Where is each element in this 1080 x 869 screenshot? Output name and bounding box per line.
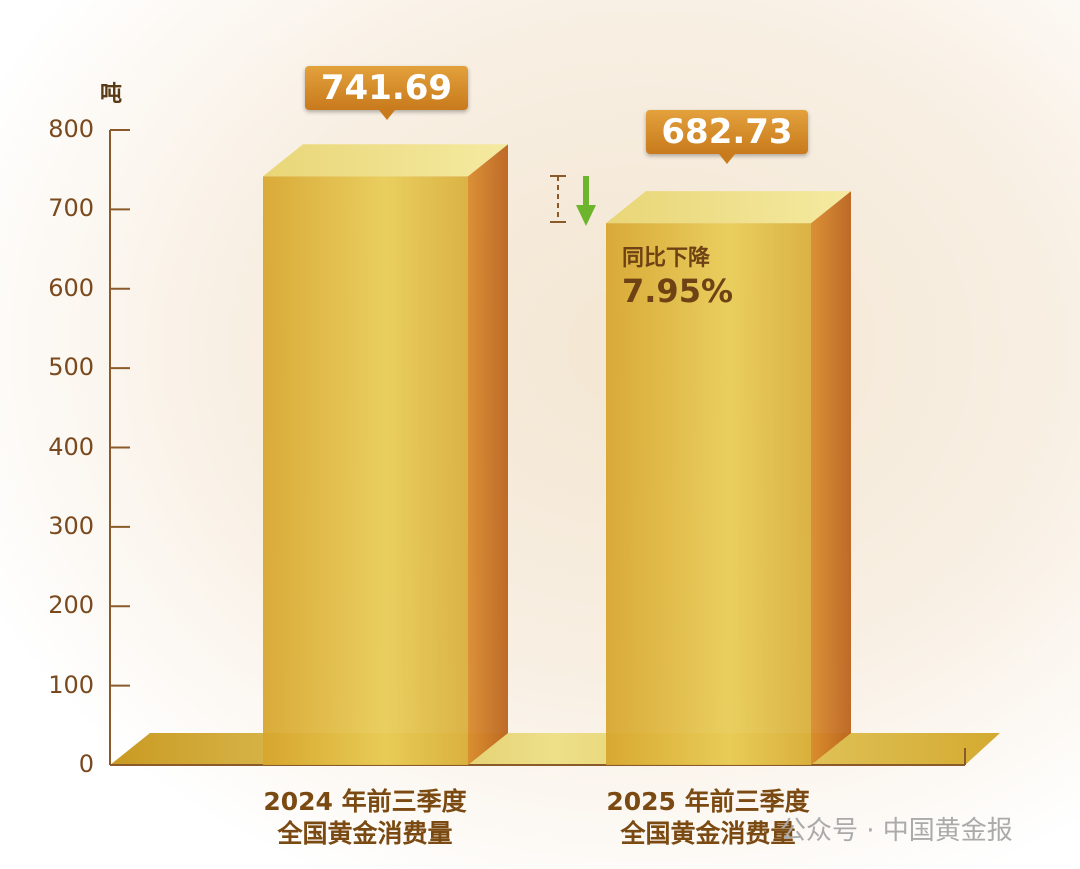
y-tick-label: 500 (48, 353, 94, 382)
value-label-2025: 682.73 (646, 110, 808, 164)
category-line: 2025 年前三季度 (606, 787, 810, 816)
bar-front (606, 223, 811, 765)
yoy-value: 7.95% (622, 272, 734, 310)
bar-side (811, 191, 851, 765)
bar-0 (263, 144, 508, 765)
y-tick-label: 300 (48, 511, 94, 540)
y-tick-label: 0 (78, 750, 94, 778)
category-line: 2024 年前三季度 (263, 787, 467, 816)
yoy-label: 同比下降 (622, 246, 711, 271)
y-axis-unit: 吨 (100, 82, 123, 107)
y-tick-label: 100 (48, 670, 94, 699)
value-label-2024: 741.69 (305, 66, 468, 120)
bar-top (606, 191, 851, 224)
y-tick-label: 800 (48, 115, 94, 143)
down-arrow-icon (576, 176, 596, 226)
y-tick-label: 400 (48, 432, 94, 461)
category-label-2025: 2025 年前三季度 全国黄金消费量 (558, 786, 858, 850)
yoy-annotation: 同比下降 7.95% (622, 240, 733, 310)
floor (110, 733, 1000, 765)
bar-side (468, 144, 508, 765)
bar-front (263, 176, 468, 765)
decrease-marker (550, 175, 566, 223)
bar-top (263, 144, 508, 177)
category-line: 全国黄金消费量 (277, 819, 453, 848)
y-tick-label: 600 (48, 273, 94, 302)
category-line: 全国黄金消费量 (620, 819, 796, 848)
watermark: 公众号 · 中国黄金报 (780, 816, 1013, 846)
y-tick-label: 200 (48, 591, 94, 620)
y-tick-label: 700 (48, 194, 94, 223)
bar-1 (606, 191, 851, 765)
category-label-2024: 2024 年前三季度 全国黄金消费量 (215, 786, 515, 850)
